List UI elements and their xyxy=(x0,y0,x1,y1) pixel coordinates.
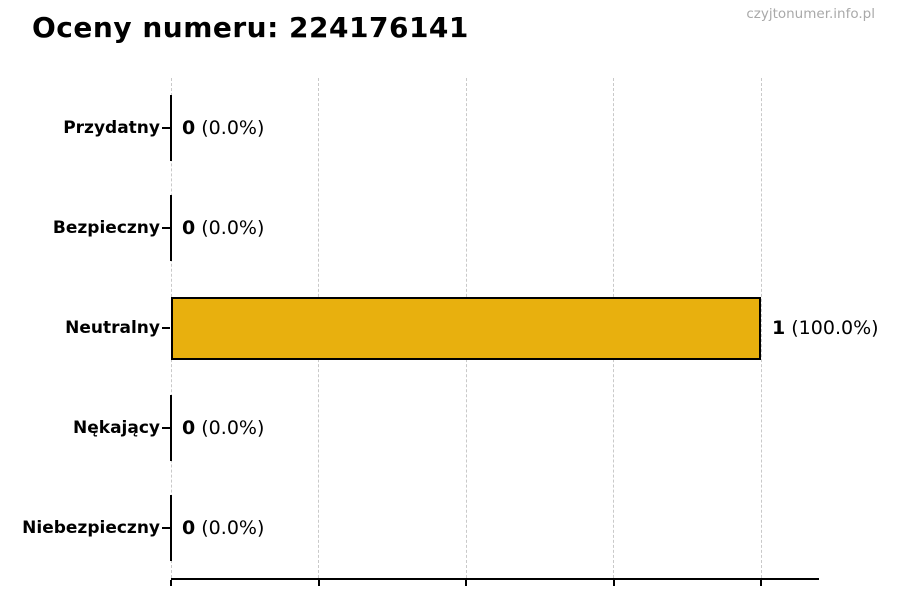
value-annotation: 0 (0.0%) xyxy=(182,115,264,141)
y-axis-tick xyxy=(162,227,170,229)
bar xyxy=(171,296,761,360)
watermark-text: czyjtonumer.info.pl xyxy=(746,6,875,22)
value-annotation: 0 (0.0%) xyxy=(182,515,264,541)
x-axis-tick xyxy=(170,580,172,586)
category-label: Przydatny xyxy=(63,118,160,138)
zero-bar-line xyxy=(170,95,172,161)
x-axis-line xyxy=(171,578,819,580)
value-annotation: 1 (100.0%) xyxy=(772,315,879,341)
y-axis-tick xyxy=(162,327,170,329)
zero-bar-line xyxy=(170,395,172,461)
value-annotation: 0 (0.0%) xyxy=(182,215,264,241)
x-axis-tick xyxy=(465,580,467,586)
x-axis-tick xyxy=(317,580,320,586)
annotation-count: 1 xyxy=(772,317,786,339)
annotation-percent: (100.0%) xyxy=(785,317,879,339)
annotation-percent: (0.0%) xyxy=(195,117,265,139)
annotation-count: 0 xyxy=(182,517,196,539)
category-label: Nękający xyxy=(73,418,160,438)
annotation-percent: (0.0%) xyxy=(195,217,265,239)
annotation-percent: (0.0%) xyxy=(195,417,265,439)
category-label: Bezpieczny xyxy=(52,218,160,238)
value-annotation: 0 (0.0%) xyxy=(182,415,264,441)
y-axis-tick xyxy=(162,527,170,529)
x-gridline xyxy=(760,78,762,578)
x-axis-tick xyxy=(760,580,762,586)
x-axis-tick xyxy=(612,580,615,586)
y-axis-tick xyxy=(162,427,170,429)
zero-bar-line xyxy=(170,495,172,561)
annotation-count: 0 xyxy=(182,217,196,239)
annotation-count: 0 xyxy=(182,417,196,439)
category-label: Niebezpieczny xyxy=(22,518,160,538)
category-label: Neutralny xyxy=(65,318,160,338)
zero-bar-line xyxy=(170,195,172,261)
annotation-percent: (0.0%) xyxy=(195,517,265,539)
y-axis-tick xyxy=(162,127,170,129)
annotation-count: 0 xyxy=(182,117,196,139)
chart-title: Oceny numeru: 224176141 xyxy=(32,11,469,44)
